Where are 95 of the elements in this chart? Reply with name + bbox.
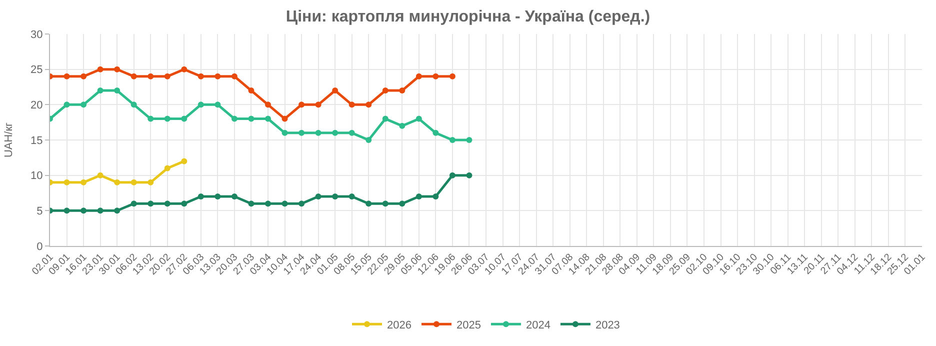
point xyxy=(366,137,372,143)
point xyxy=(130,200,137,207)
y-tick-label: 20 xyxy=(30,100,43,112)
point xyxy=(97,88,104,94)
point xyxy=(265,102,271,108)
point xyxy=(114,88,120,94)
point xyxy=(366,102,372,108)
point xyxy=(97,66,104,72)
point xyxy=(231,194,238,200)
point xyxy=(164,200,170,207)
y-tick-label: 30 xyxy=(30,28,43,41)
point xyxy=(248,200,254,207)
point xyxy=(80,73,87,80)
legend-label: 2026 xyxy=(387,319,412,332)
point xyxy=(198,73,204,80)
point xyxy=(80,208,87,214)
point xyxy=(248,88,254,94)
point xyxy=(114,208,120,214)
point xyxy=(64,102,70,108)
point xyxy=(214,73,221,80)
point xyxy=(148,73,154,80)
point xyxy=(348,102,355,108)
point xyxy=(466,137,472,143)
point xyxy=(449,73,456,80)
point xyxy=(466,172,472,178)
point xyxy=(348,194,355,200)
point xyxy=(80,179,87,186)
point xyxy=(181,158,188,164)
point xyxy=(449,137,456,143)
point xyxy=(399,88,406,94)
point xyxy=(315,102,322,108)
point xyxy=(164,116,170,122)
point xyxy=(130,179,137,186)
legend-label: 2025 xyxy=(456,319,481,332)
y-tick-label: 15 xyxy=(30,134,43,147)
point xyxy=(282,200,288,207)
point xyxy=(348,130,355,136)
legend-label: 2024 xyxy=(526,319,550,332)
point xyxy=(382,200,388,207)
point xyxy=(97,172,104,178)
point xyxy=(416,194,422,200)
point xyxy=(164,165,170,172)
point xyxy=(265,116,271,122)
point xyxy=(214,194,221,200)
point xyxy=(315,194,322,200)
point xyxy=(130,102,137,108)
point xyxy=(416,116,422,122)
point xyxy=(248,116,254,122)
point xyxy=(148,179,154,186)
point xyxy=(432,130,439,136)
chart-title: Ціни: картопля минулорічна - Україна (серед.) xyxy=(286,8,650,26)
point xyxy=(198,102,204,108)
y-tick-label: 25 xyxy=(30,64,43,76)
point xyxy=(298,102,305,108)
point xyxy=(399,200,406,207)
point xyxy=(114,66,120,72)
point xyxy=(332,194,338,200)
point xyxy=(399,122,406,129)
point xyxy=(282,116,288,122)
point xyxy=(432,73,439,80)
point xyxy=(181,66,188,72)
point xyxy=(282,130,288,136)
point xyxy=(265,200,271,207)
point xyxy=(315,130,322,136)
point xyxy=(366,200,372,207)
point xyxy=(181,200,188,207)
point xyxy=(64,208,70,214)
point xyxy=(298,130,305,136)
point xyxy=(382,88,388,94)
point xyxy=(114,179,120,186)
point xyxy=(148,200,154,207)
point xyxy=(332,88,338,94)
point xyxy=(64,179,70,186)
point xyxy=(432,194,439,200)
point xyxy=(164,73,170,80)
y-tick-label: 0 xyxy=(36,240,43,253)
point xyxy=(198,194,204,200)
y-tick-label: 5 xyxy=(36,206,43,218)
point xyxy=(382,116,388,122)
point xyxy=(298,200,305,207)
point xyxy=(80,102,87,108)
point xyxy=(64,73,70,80)
y-axis-title: UAH/кг xyxy=(3,122,16,158)
point xyxy=(97,208,104,214)
point xyxy=(130,73,137,80)
point xyxy=(231,116,238,122)
point xyxy=(148,116,154,122)
point xyxy=(181,116,188,122)
legend-label: 2023 xyxy=(595,319,620,332)
point xyxy=(231,73,238,80)
y-tick-label: 10 xyxy=(30,170,43,182)
point xyxy=(332,130,338,136)
point xyxy=(449,172,456,178)
point xyxy=(214,102,221,108)
point xyxy=(416,73,422,80)
